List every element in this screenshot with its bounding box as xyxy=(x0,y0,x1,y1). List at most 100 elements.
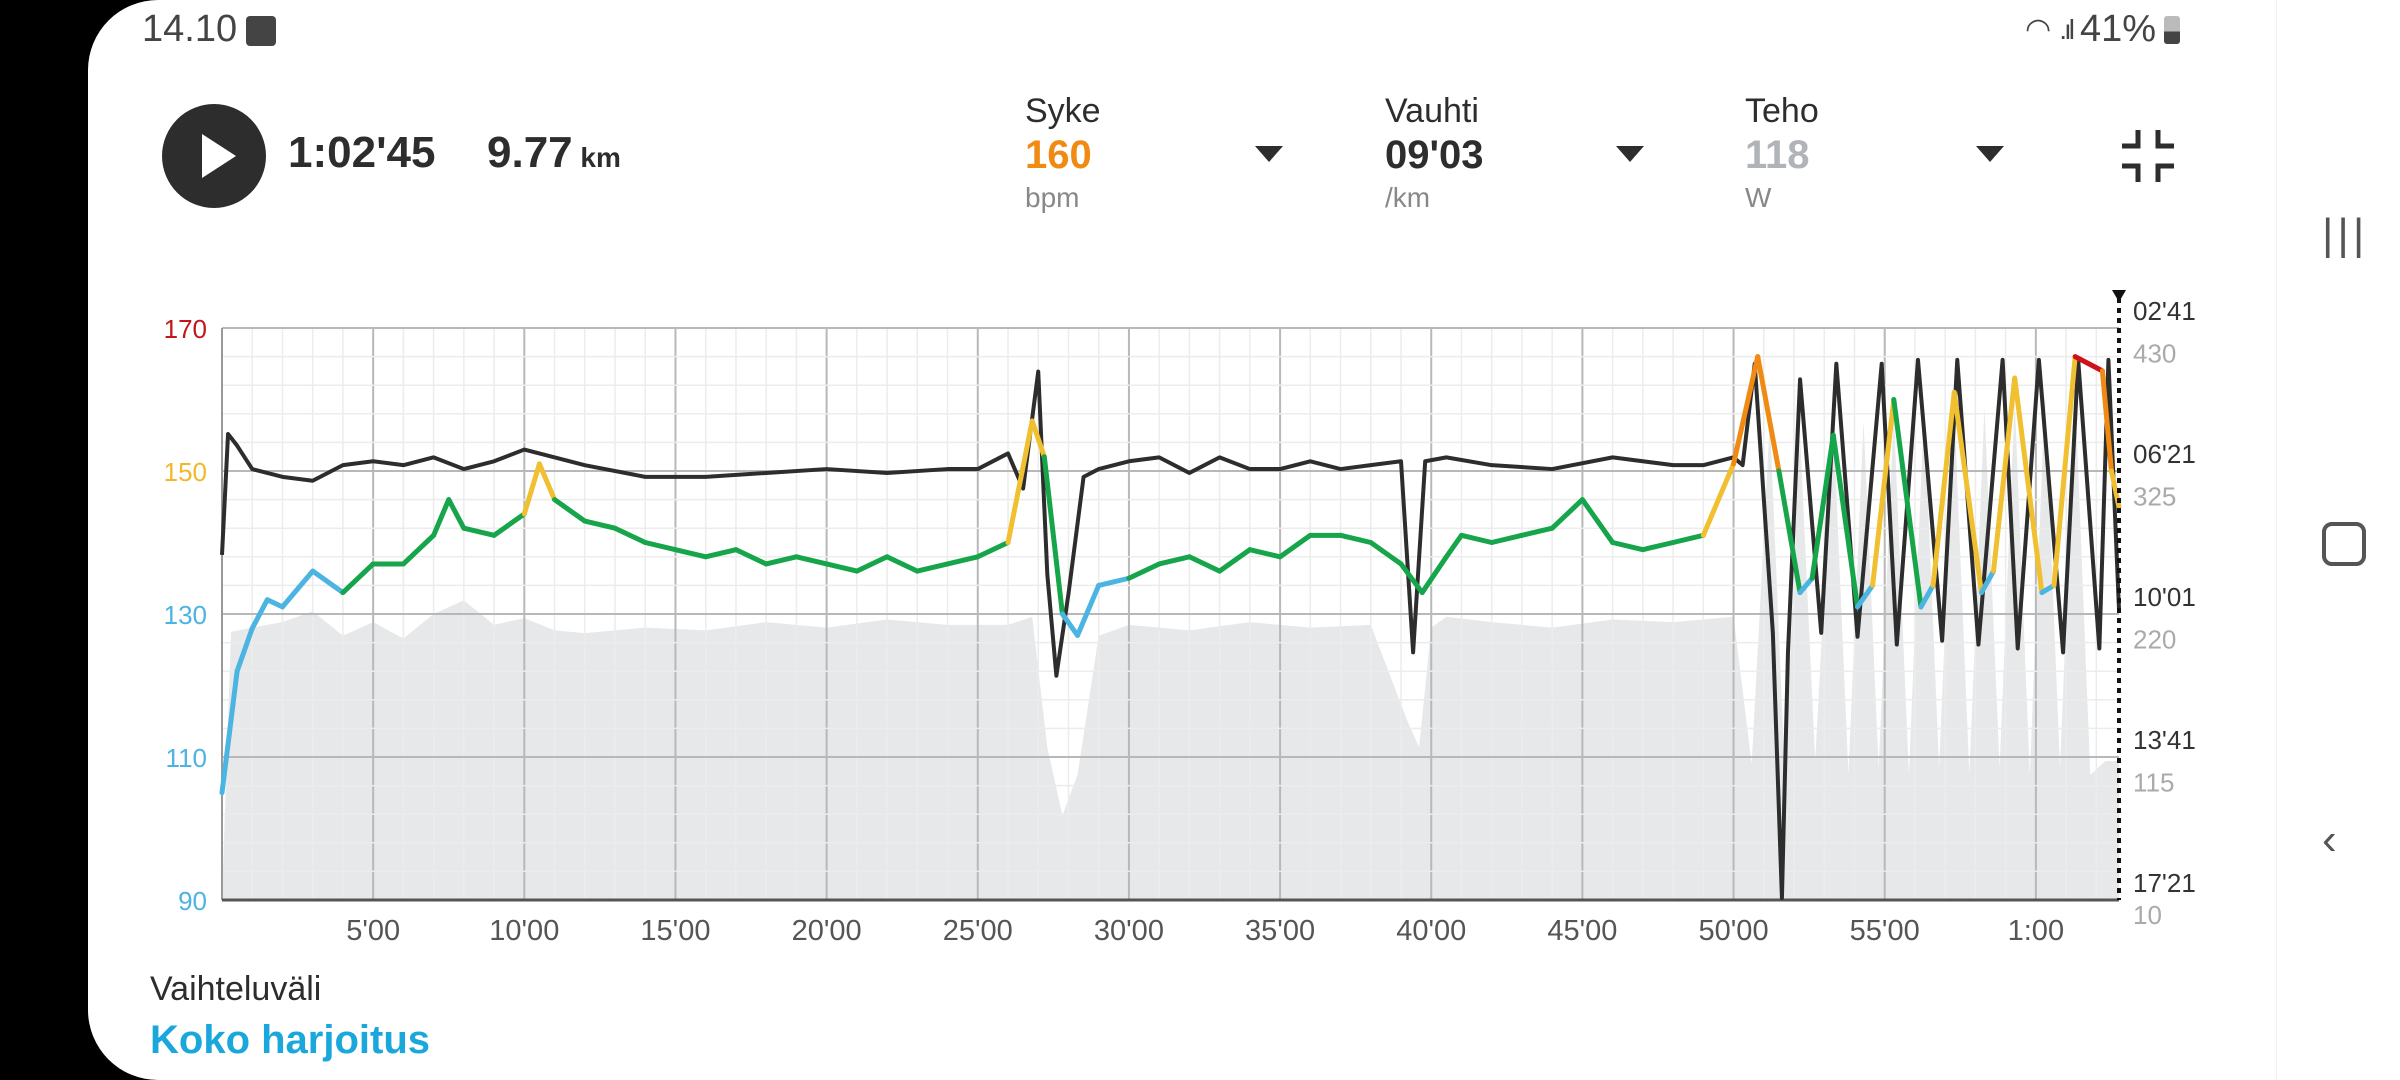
heart-rate-segment xyxy=(1519,525,1555,538)
battery-icon xyxy=(2164,15,2181,44)
heart-rate-segment xyxy=(1041,454,1065,617)
heart-rate-segment xyxy=(1640,540,1676,553)
home-icon[interactable] xyxy=(2322,522,2366,566)
navigation-bar xyxy=(2276,0,2400,1080)
x-tick-label: 30'00 xyxy=(1094,915,1164,947)
distance-unit: km xyxy=(580,142,621,173)
power-area xyxy=(222,393,2119,900)
heart-rate-segment xyxy=(914,561,951,574)
heart-rate-segment xyxy=(1776,468,1803,596)
heart-rate-segment xyxy=(1595,518,1616,545)
metric-unit: bpm xyxy=(1025,182,1080,213)
heart-rate-segment xyxy=(1610,540,1646,553)
heart-rate-segment xyxy=(1458,532,1495,545)
heart-rate-segment xyxy=(1978,568,1997,596)
metric-value: 118 xyxy=(1745,133,1810,177)
x-tick-label: 40'00 xyxy=(1396,915,1466,947)
wifi-icon: ◠ xyxy=(2025,13,2052,46)
x-tick-label: 10'00 xyxy=(489,915,559,947)
heart-rate-segment xyxy=(1731,354,1761,467)
heart-rate-segment xyxy=(1991,375,2018,574)
metric-label: Teho xyxy=(1745,92,1819,130)
metric-unit: W xyxy=(1745,182,1772,213)
power-tick-label: 10 xyxy=(2133,900,2162,930)
heart-rate-segment xyxy=(945,554,981,567)
metric-label: Syke xyxy=(1025,92,1101,130)
heart-rate-segment xyxy=(733,547,769,567)
heart-rate-segment xyxy=(612,525,648,545)
heart-rate-segment xyxy=(1096,575,1132,588)
distance-value: 9.77 xyxy=(487,128,573,177)
metric-value: 160 xyxy=(1025,133,1092,177)
pace-tick-label: 10'01 xyxy=(2133,582,2196,612)
gallery-notification-icon xyxy=(246,16,276,46)
heart-rate-segment xyxy=(1075,582,1102,638)
heart-rate-segment xyxy=(793,554,830,567)
heart-rate-segment xyxy=(1855,582,1876,610)
heart-rate-segment xyxy=(1217,547,1253,574)
hr-tick-label: 90 xyxy=(178,886,207,916)
x-tick-label: 15'00 xyxy=(640,915,710,947)
cursor-marker-icon xyxy=(2112,290,2126,302)
heart-rate-segment xyxy=(1809,432,1836,581)
heart-rate-segment xyxy=(672,547,709,560)
heart-rate-dropdown-icon[interactable] xyxy=(1255,146,1283,162)
heart-rate-segment xyxy=(249,597,270,631)
heart-rate-segment xyxy=(461,525,497,538)
heart-rate-segment xyxy=(1891,397,1924,610)
pace-line xyxy=(220,357,2121,901)
heart-rate-segment xyxy=(854,554,890,574)
status-icons: ◠ .ıl 41% xyxy=(2025,8,2181,51)
power-tick-label: 430 xyxy=(2133,339,2176,369)
heart-rate-segment xyxy=(1700,461,1737,538)
metric-pace[interactable]: Vauhti 09'03 /km xyxy=(1385,92,1685,214)
exit-fullscreen-icon[interactable] xyxy=(2120,128,2176,184)
range-label: Vaihteluväli xyxy=(150,970,322,1008)
status-time: 14.10 xyxy=(142,8,238,50)
heart-rate-segment xyxy=(1549,497,1585,531)
x-tick-label: 45'00 xyxy=(1547,915,1617,947)
recent-apps-icon[interactable]: ||| xyxy=(2322,210,2369,259)
heart-rate-segment xyxy=(1930,389,1957,588)
heart-rate-segment xyxy=(552,497,588,524)
power-tick-label: 220 xyxy=(2133,625,2176,655)
heart-rate-segment xyxy=(536,461,558,503)
hr-tick-label: 110 xyxy=(166,743,207,773)
heart-rate-segment xyxy=(1005,418,1035,545)
back-icon[interactable]: ‹ xyxy=(2322,815,2337,864)
heart-rate-segment xyxy=(642,540,678,553)
heart-rate-segment xyxy=(521,461,542,517)
heart-rate-segment xyxy=(400,532,437,567)
heart-rate-segment xyxy=(219,668,240,796)
heart-rate-segment xyxy=(340,561,376,596)
heart-rate-segment xyxy=(1951,389,1984,596)
heart-rate-segment xyxy=(1338,532,1374,545)
metric-heart-rate[interactable]: Syke 160 bpm xyxy=(1025,92,1325,214)
x-tick-label: 50'00 xyxy=(1699,915,1769,947)
heart-rate-segment xyxy=(1419,554,1449,596)
battery-percent: 41% xyxy=(2079,8,2157,50)
heart-rate-segment xyxy=(2099,368,2114,474)
signal-icon: .ıl xyxy=(2059,13,2075,45)
range-selector[interactable]: Koko harjoitus xyxy=(150,1018,431,1062)
metric-power[interactable]: Teho 118 W xyxy=(1745,92,2045,214)
heart-rate-segment xyxy=(1443,532,1464,560)
hr-tick-label: 150 xyxy=(164,457,207,487)
heart-rate-segment xyxy=(824,561,860,574)
heart-rate-segment xyxy=(279,568,316,610)
heart-rate-segment xyxy=(1247,547,1283,560)
heart-rate-segment xyxy=(234,625,255,674)
pace-tick-label: 06'21 xyxy=(2133,439,2196,469)
x-tick-label: 35'00 xyxy=(1245,915,1315,947)
heart-rate-segment xyxy=(2072,354,2105,374)
duration: 1:02'45 xyxy=(288,128,436,177)
heart-rate-segment xyxy=(264,597,285,610)
power-dropdown-icon[interactable] xyxy=(1976,146,2004,162)
pace-dropdown-icon[interactable] xyxy=(1616,146,1644,162)
x-tick-label: 55'00 xyxy=(1850,915,1920,947)
play-button[interactable] xyxy=(162,104,266,208)
x-tick-label: 20'00 xyxy=(792,915,862,947)
x-tick-label: 5'00 xyxy=(346,915,400,947)
heart-rate-segment xyxy=(1398,561,1425,596)
